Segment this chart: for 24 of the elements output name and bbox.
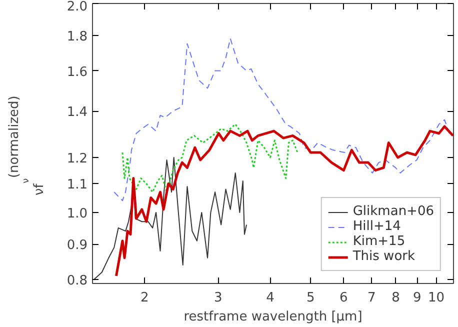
y-tick-label: 1.6	[66, 64, 88, 80]
x-tick-label: 8	[392, 290, 400, 306]
y-tick-label: 2.0	[66, 0, 88, 14]
x-tick-label: 10	[428, 290, 445, 306]
y-tick-label: 0.8	[66, 274, 88, 289]
x-tick-label: 3	[214, 290, 222, 306]
y-tick-label: 1.2	[66, 151, 88, 166]
x-tick-label: 6	[340, 290, 348, 306]
x-tick-label: 2	[140, 290, 149, 306]
x-tick-label: 7	[367, 290, 376, 306]
y-tick-label: 1.4	[66, 105, 88, 120]
y-tick-label: 1.8	[66, 29, 88, 44]
legend-label: This work	[352, 249, 416, 264]
y-tick-label: 1.1	[66, 178, 88, 193]
y-tick-label: 0.9	[66, 238, 88, 254]
x-tick-label: 4	[266, 290, 274, 306]
x-tick-label: 9	[413, 290, 422, 306]
legend-label: Glikman+06	[352, 204, 434, 219]
x-axis-title: restframe wavelength [μm]	[184, 310, 362, 324]
y-tick-label: 1.0	[66, 206, 88, 222]
x-tick-label: 5	[306, 290, 315, 306]
legend-label: Kim+15	[352, 234, 406, 249]
legend-label: Hill+14	[352, 219, 401, 234]
y-axis-title: νfν (normalized)	[7, 96, 47, 196]
